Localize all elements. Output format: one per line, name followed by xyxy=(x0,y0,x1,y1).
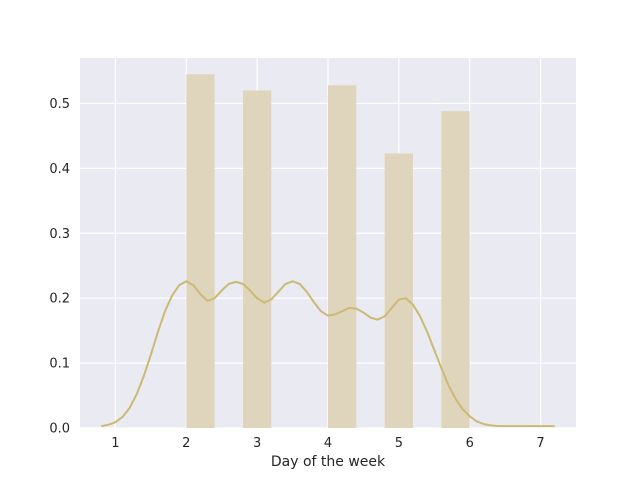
histogram-bar-2 xyxy=(242,90,272,428)
histogram-bars xyxy=(186,74,470,429)
y-tick-label: 0.3 xyxy=(49,227,70,242)
x-tick-label: 7 xyxy=(536,436,544,451)
x-tick-labels: 1 2 3 4 5 6 7 xyxy=(111,436,544,451)
histogram-bar-1 xyxy=(186,74,215,428)
x-tick-label: 3 xyxy=(253,436,261,451)
y-tick-label: 0.4 xyxy=(49,162,70,177)
histogram-bar-4 xyxy=(384,153,414,428)
y-tick-label: 0.5 xyxy=(49,97,70,112)
x-tick-label: 6 xyxy=(466,436,474,451)
y-tick-label: 0.2 xyxy=(49,292,70,307)
histogram-bar-5 xyxy=(441,111,470,428)
histogram-bar-3 xyxy=(328,85,357,429)
y-tick-label: 0.1 xyxy=(49,357,70,372)
x-tick-label: 2 xyxy=(182,436,190,451)
x-tick-label: 5 xyxy=(395,436,403,451)
kde-line xyxy=(101,280,555,428)
y-tick-labels: 0.0 0.1 0.2 0.3 0.4 0.5 xyxy=(49,97,70,437)
x-tick-label: 1 xyxy=(111,436,119,451)
y-tick-label: 0.0 xyxy=(49,422,70,437)
x-tick-label: 4 xyxy=(324,436,332,451)
x-axis-title: Day of the week xyxy=(271,454,386,470)
